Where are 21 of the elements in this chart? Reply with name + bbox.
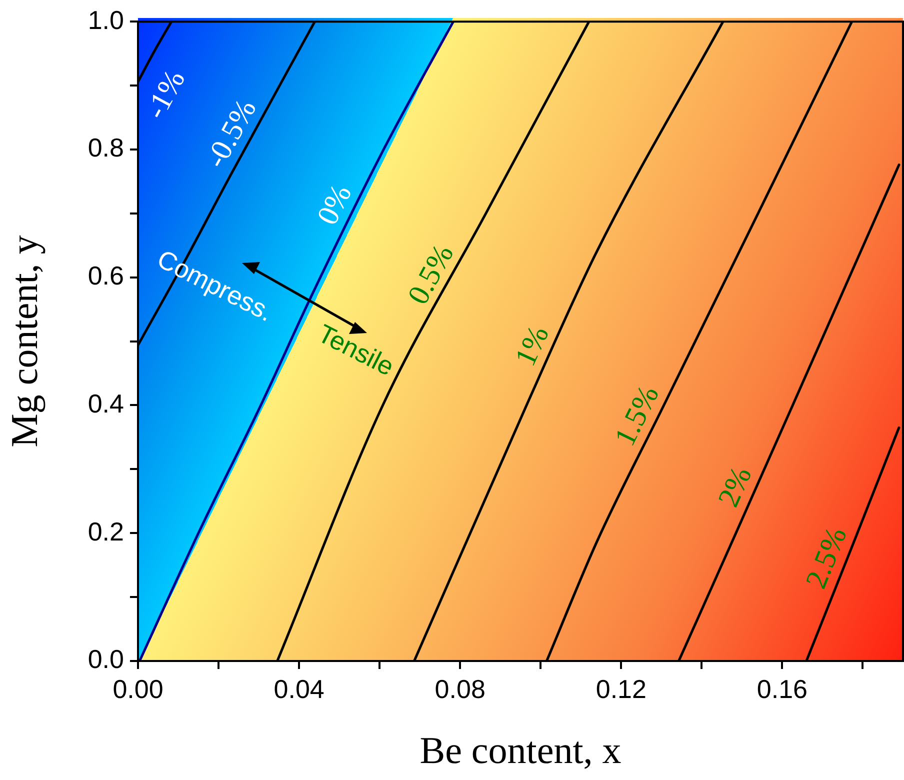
text: -0.5% (199, 94, 263, 174)
y-tick-label: 0.8 (88, 132, 124, 163)
text: 0.5% (401, 239, 460, 310)
x-tick-label: 0.12 (596, 674, 646, 704)
y-tick-label: 0.0 (88, 644, 124, 674)
y-tick-label: 0.6 (88, 260, 124, 291)
text: 0% (310, 180, 358, 230)
text: -1% (138, 64, 192, 124)
x-tick-label: 0.08 (434, 674, 486, 704)
text: 1% (508, 320, 556, 371)
x-tick-label: 0.00 (112, 674, 164, 704)
y-tick-label: 0.4 (88, 388, 124, 418)
y-tick-label: 0.2 (88, 516, 124, 546)
x-axis-title: Be content, x (420, 730, 622, 772)
x-tick-label: 0.04 (274, 674, 324, 704)
y-axis-title: Mg content, y (4, 235, 46, 448)
text: 2.5% (799, 522, 854, 593)
text: 1.5% (608, 380, 666, 452)
text: 2% (712, 462, 758, 512)
x-tick-label: 0.16 (756, 674, 808, 704)
y-tick-label: 1.0 (88, 4, 124, 35)
